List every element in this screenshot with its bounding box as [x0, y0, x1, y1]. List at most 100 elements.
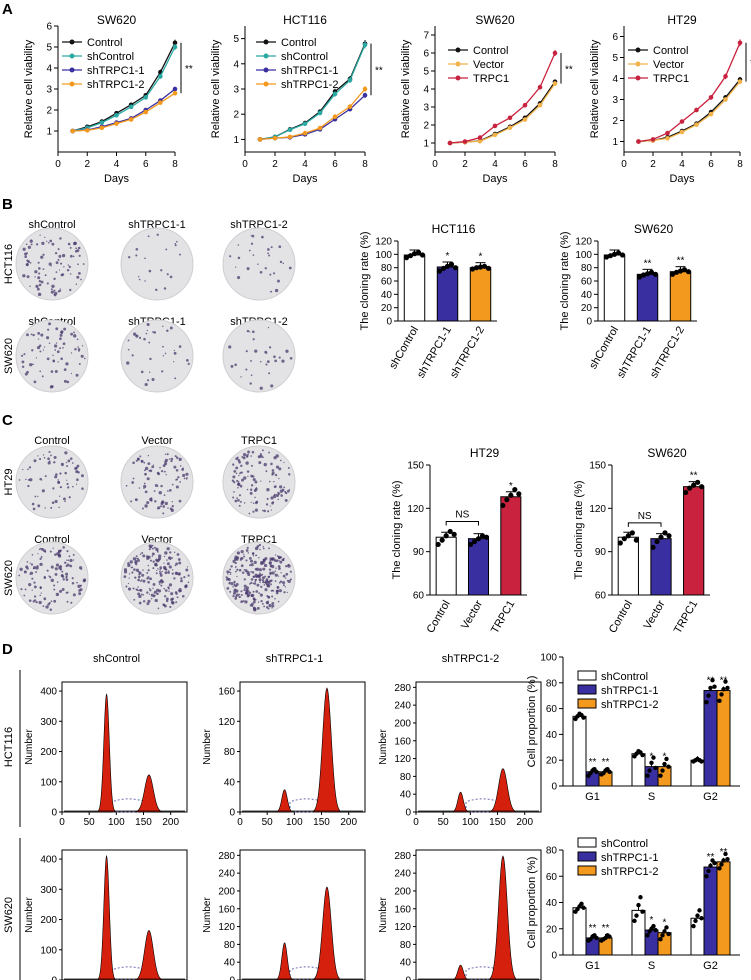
colony [250, 484, 254, 487]
colony [236, 456, 239, 459]
colony [238, 568, 242, 572]
x-tick-label: 6 [332, 159, 338, 170]
colony [271, 558, 274, 561]
colony [178, 457, 182, 462]
significance-label: * [479, 252, 483, 263]
colony [54, 349, 57, 351]
x-tick-label: 200 [162, 817, 179, 828]
data-point [477, 138, 483, 144]
replicate-point [695, 479, 701, 485]
colony [75, 283, 78, 285]
colony [162, 355, 165, 357]
replicate-point [669, 271, 676, 277]
colony [142, 569, 144, 571]
s-phase-area [465, 966, 504, 980]
colony [226, 570, 230, 574]
y-tick-label: 20 [581, 303, 593, 314]
colony [175, 456, 179, 460]
dish-row-label: SW620 [3, 338, 15, 374]
colony [25, 263, 29, 267]
legend-entry: shControl [601, 838, 648, 850]
colony [78, 350, 80, 352]
colony [59, 262, 63, 265]
y-tick-label: 240 [394, 869, 411, 880]
colony [138, 336, 142, 339]
bar [603, 254, 626, 322]
replicate-point [475, 536, 482, 542]
colony [275, 465, 280, 469]
colony [237, 275, 241, 280]
colony [173, 361, 175, 363]
colony [33, 459, 37, 463]
colony [65, 591, 68, 594]
colony [229, 571, 232, 574]
colony [162, 580, 165, 583]
colony [29, 562, 31, 564]
colony [57, 479, 59, 481]
legend-swatch [577, 670, 597, 681]
colony [175, 601, 178, 604]
replicate-point [619, 252, 626, 258]
colony [175, 485, 179, 489]
colony [285, 349, 289, 353]
replicate-point [403, 255, 410, 261]
colony [37, 338, 40, 340]
data-point [723, 74, 728, 79]
colony [46, 357, 50, 361]
colony [233, 481, 236, 484]
replicate-point [658, 773, 663, 778]
colony [278, 245, 282, 249]
y-tick-label: 100 [375, 250, 392, 261]
colony [287, 467, 290, 469]
colony [246, 470, 250, 473]
colony [38, 280, 41, 283]
colony [30, 333, 33, 336]
colony [263, 583, 266, 586]
colony [235, 595, 238, 598]
replicate-point [649, 760, 654, 765]
colony [262, 545, 264, 548]
colony [169, 558, 172, 561]
colony [151, 544, 154, 547]
s-phase-area [111, 798, 150, 813]
colony [146, 602, 150, 606]
y-tick-label: 150 [589, 461, 606, 472]
colony [288, 266, 292, 270]
colony [261, 235, 264, 239]
x-tick-label: 0 [55, 159, 61, 170]
colony [246, 329, 250, 333]
chart-title: HCT116 [283, 13, 327, 27]
colony [160, 584, 163, 587]
chart-title: SW620 [475, 13, 515, 27]
colony [62, 346, 64, 349]
replicate-point [447, 528, 453, 535]
colony [274, 597, 276, 600]
colony [164, 458, 168, 462]
colony [288, 488, 291, 491]
colony [37, 292, 42, 297]
significance-label: ** [720, 676, 728, 687]
colony [153, 331, 157, 334]
y-tick-label: 6 [46, 22, 52, 33]
colony [142, 600, 146, 603]
colony [64, 471, 67, 475]
y-tick-label: 120 [375, 237, 392, 248]
colony [245, 350, 248, 353]
dish-column-label: TRPC1 [241, 435, 277, 447]
y-tick-label: 80 [224, 747, 236, 758]
y-tick-label: 5 [233, 34, 239, 45]
colony [54, 499, 58, 504]
colony [26, 567, 29, 570]
colony [52, 487, 55, 490]
colony [156, 233, 159, 236]
y-tick-label: 80 [400, 772, 412, 783]
g1-peak [452, 791, 470, 813]
colony [72, 553, 75, 556]
colony [164, 453, 167, 455]
colony [171, 483, 174, 486]
y-tick-label: 3 [46, 85, 52, 96]
colony [254, 508, 259, 512]
colony [146, 329, 148, 332]
y-tick-label: 120 [589, 504, 606, 515]
